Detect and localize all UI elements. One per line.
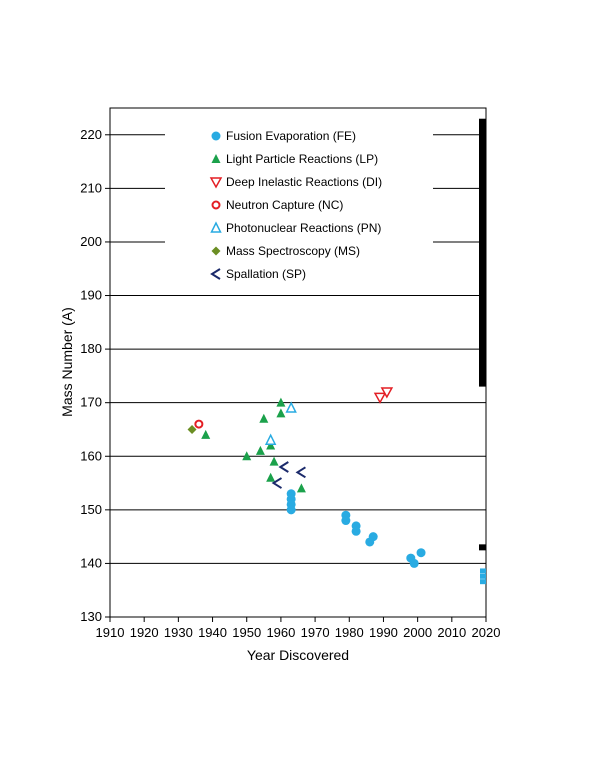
x-tick-label: 1910 xyxy=(96,625,125,640)
y-axis-ticks: 130 140 150 160 170 180 190 200 210 220 xyxy=(80,127,110,624)
series-0 xyxy=(286,489,426,568)
legend-box xyxy=(165,122,433,291)
series-3 xyxy=(194,419,204,429)
x-axis-ticks: 1910 1920 1930 1940 1950 1960 1970 1980 1990 2000… xyxy=(96,617,501,640)
series-6 xyxy=(271,461,306,489)
data-point xyxy=(264,433,277,445)
y-axis-title: Mass Number (A) xyxy=(59,307,75,417)
data-point xyxy=(368,532,378,542)
data-point xyxy=(187,424,197,434)
series-5 xyxy=(187,424,197,434)
y-tick-label: 200 xyxy=(80,234,102,249)
data-point xyxy=(255,445,265,455)
x-tick-label: 1980 xyxy=(335,625,364,640)
data-point xyxy=(341,516,351,526)
legend-label: Spallation (SP) xyxy=(226,267,306,281)
legend-marker xyxy=(211,246,221,256)
data-point xyxy=(194,419,204,429)
data-point xyxy=(380,387,394,399)
data-point xyxy=(409,558,419,568)
series-2 xyxy=(373,387,394,404)
x-axis-title: Year Discovered xyxy=(247,647,349,663)
legend-label: Deep Inelastic Reactions (DI) xyxy=(226,175,382,189)
data-point xyxy=(351,526,361,536)
data-point xyxy=(242,451,252,461)
data-point xyxy=(269,456,279,466)
legend-label: Fusion Evaporation (FE) xyxy=(226,129,356,143)
legend-label: Mass Spectroscopy (MS) xyxy=(226,244,360,258)
data-point xyxy=(416,548,426,558)
y-tick-label: 170 xyxy=(80,395,102,410)
y-tick-label: 160 xyxy=(80,448,102,463)
x-tick-label: 1970 xyxy=(301,625,330,640)
right-edge-square xyxy=(480,573,486,579)
legend-marker xyxy=(211,131,221,141)
legend-label: Neutron Capture (NC) xyxy=(226,198,343,212)
legend-marker xyxy=(211,200,221,210)
data-point xyxy=(271,477,283,489)
data-point xyxy=(201,429,211,439)
data-point xyxy=(285,401,297,413)
right-edge-square xyxy=(480,579,486,585)
y-tick-label: 140 xyxy=(80,555,102,570)
x-tick-label: 1990 xyxy=(369,625,398,640)
y-tick-label: 220 xyxy=(80,127,102,142)
data-point xyxy=(276,397,286,407)
legend-marker xyxy=(211,154,221,163)
legend: Fusion Evaporation (FE) Light Particle Re… xyxy=(209,129,382,281)
right-edge-square xyxy=(480,568,486,574)
data-point xyxy=(266,472,276,482)
x-tick-label: 1930 xyxy=(164,625,193,640)
x-tick-label: 1960 xyxy=(266,625,295,640)
y-tick-label: 130 xyxy=(80,609,102,624)
series-4 xyxy=(264,401,297,445)
x-tick-label: 1940 xyxy=(198,625,227,640)
y-tick-label: 150 xyxy=(80,502,102,517)
x-tick-label: 2000 xyxy=(403,625,432,640)
right-edge-markers xyxy=(479,118,486,585)
data-point xyxy=(259,413,269,423)
x-tick-label: 2020 xyxy=(472,625,501,640)
data-point xyxy=(296,483,306,493)
x-tick-label: 1950 xyxy=(232,625,261,640)
y-tick-label: 190 xyxy=(80,288,102,303)
right-edge-bar xyxy=(479,118,486,387)
data-point xyxy=(373,392,387,404)
x-tick-label: 1920 xyxy=(130,625,159,640)
series-1 xyxy=(201,397,306,493)
data-point xyxy=(278,461,289,473)
legend-marker xyxy=(210,221,222,233)
right-edge-tick xyxy=(479,544,486,551)
data-points xyxy=(187,387,426,568)
legend-label: Photonuclear Reactions (PN) xyxy=(226,221,381,235)
legend-background xyxy=(165,122,433,291)
data-point xyxy=(266,440,276,450)
y-tick-label: 180 xyxy=(80,341,102,356)
legend-marker xyxy=(209,177,223,189)
y-tick-label: 210 xyxy=(80,180,102,195)
x-tick-label: 2010 xyxy=(437,625,466,640)
data-point xyxy=(276,408,286,418)
data-point xyxy=(295,466,306,479)
legend-marker xyxy=(210,268,221,280)
legend-label: Light Particle Reactions (LP) xyxy=(226,152,378,166)
data-point xyxy=(286,505,296,515)
